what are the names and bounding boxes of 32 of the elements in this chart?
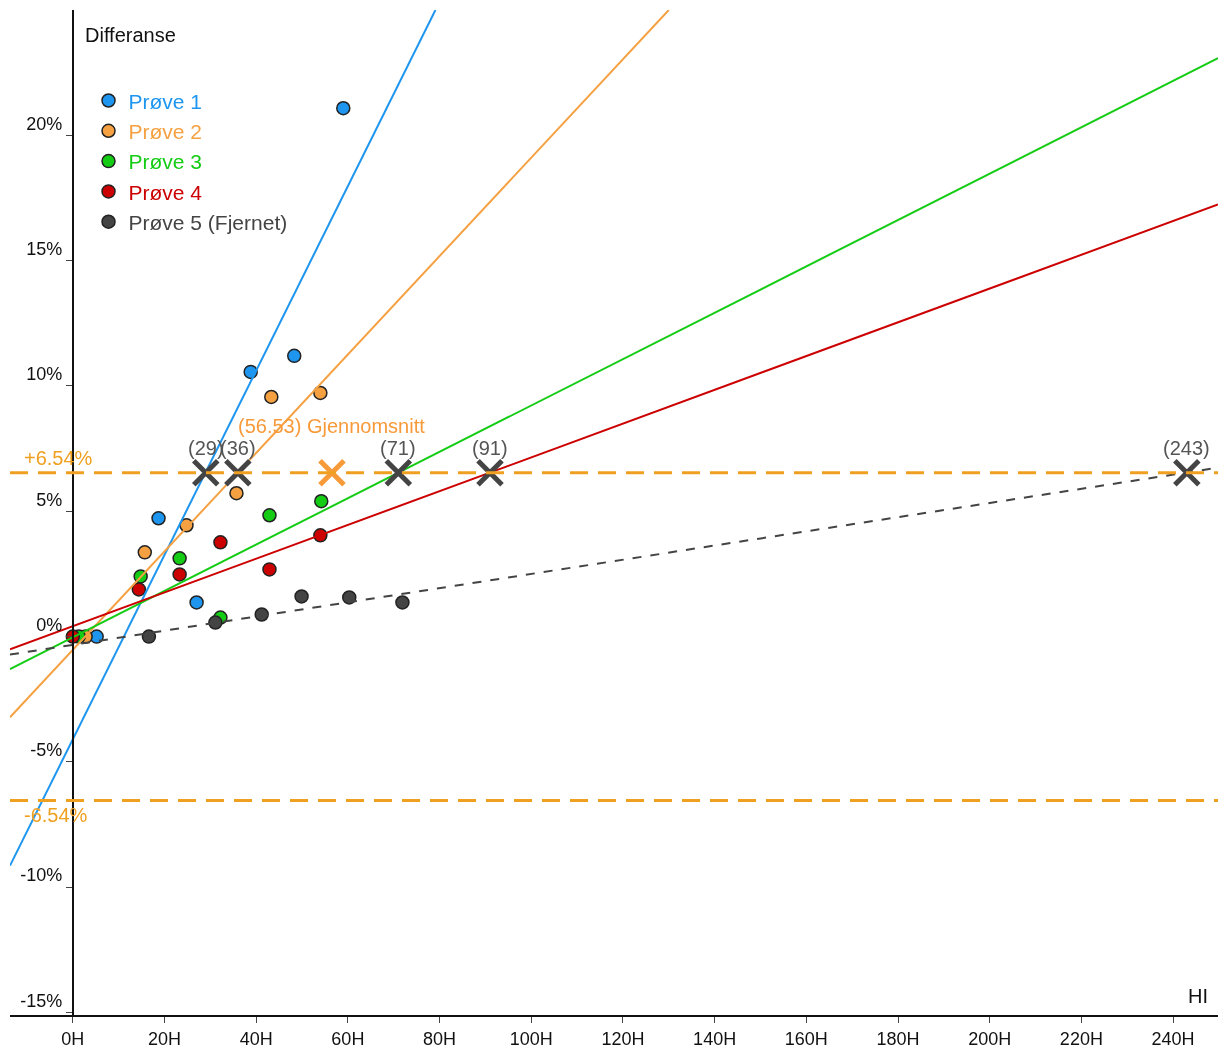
y-tick-label: 20% [26, 113, 63, 134]
x-tick-label: 240H [1151, 1028, 1195, 1049]
legend-label: Prøve 5 (Fjernet) [128, 210, 288, 234]
x-tick-label: 160H [784, 1028, 828, 1049]
x-tick-label: 80H [423, 1028, 457, 1049]
annotation: (91) [472, 437, 508, 459]
y-axis-title: Differanse [85, 24, 176, 46]
legend-label: Prøve 1 [128, 89, 203, 113]
y-tick-label: 15% [26, 238, 63, 259]
x-tick-label: 120H [601, 1028, 645, 1049]
y-tick-label: -10% [20, 865, 63, 886]
x-axis-title: HI [1188, 985, 1208, 1007]
x-tick-label: 40H [239, 1028, 273, 1049]
annotation: (36) [220, 437, 256, 459]
x-tick-label: 60H [331, 1028, 365, 1049]
x-tick-label: 180H [876, 1028, 920, 1049]
x-tick-label: 0H [61, 1028, 85, 1049]
x-tick-label: 200H [968, 1028, 1012, 1049]
x-tick-label: 220H [1059, 1028, 1103, 1049]
y-tick-label: -15% [20, 990, 63, 1011]
x-tick-label: 140H [693, 1028, 737, 1049]
annotation: (243) [1163, 437, 1210, 459]
y-tick-label: 5% [36, 489, 63, 510]
legend-label: Prøve 4 [128, 180, 203, 204]
y-tick-label: -5% [30, 740, 63, 761]
legend-label: Prøve 2 [128, 119, 203, 143]
legend-label: Prøve 3 [128, 150, 203, 174]
annotation: (71) [380, 437, 416, 459]
y-tick-label: 10% [26, 364, 63, 385]
y-tick-label: 0% [36, 614, 63, 635]
x-tick-label: 100H [509, 1028, 553, 1049]
x-tick-label: 20H [147, 1028, 182, 1049]
